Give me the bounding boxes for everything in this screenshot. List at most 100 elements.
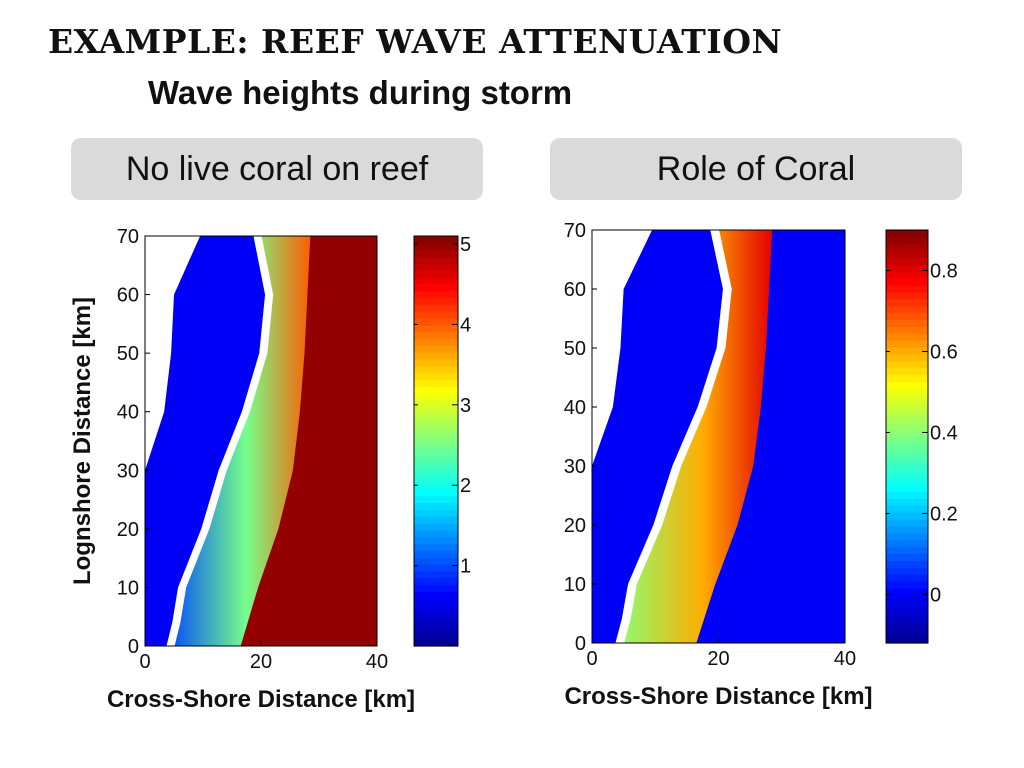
slide-subtitle: Wave heights during storm (148, 74, 573, 111)
colorbar-segment (886, 622, 928, 630)
key-island (615, 230, 732, 643)
colorbar-segment (414, 454, 458, 463)
y-tick-label: 50 (117, 343, 139, 365)
colorbar-segment (414, 482, 458, 490)
plot-frame (144, 235, 378, 647)
colorbar-segment (414, 495, 458, 504)
colorbar-segment (886, 512, 928, 520)
colorbar-segment (414, 488, 458, 497)
colorbar-segment (414, 523, 458, 531)
colorbar-segment (414, 277, 458, 285)
colorbar-segment (414, 249, 458, 258)
y-tick-label: 10 (117, 577, 139, 599)
colorbar-segment (886, 560, 928, 568)
colorbar-segment (414, 550, 458, 558)
colorbar-segment (886, 546, 928, 555)
panel-label-no-coral: No live coral on reef (71, 138, 483, 200)
colorbar-tick-label: 0.4 (930, 422, 958, 444)
colorbar-segment (886, 415, 928, 424)
offshore-field (145, 236, 377, 646)
colorbar-frame (885, 229, 929, 644)
colorbar-tick-label: 1 (460, 556, 471, 578)
colorbar-segment (414, 338, 458, 346)
colorbar-segment (414, 290, 458, 299)
colorbar-tick-label: 2 (460, 475, 471, 497)
y-tick-label: 0 (128, 636, 139, 658)
colorbar-segment (886, 271, 928, 279)
colorbar-segment (886, 574, 928, 582)
colorbar-segment (886, 615, 928, 623)
colorbar-segment (414, 331, 458, 340)
y-tick-label: 70 (564, 220, 586, 242)
colorbar-segment (886, 278, 928, 286)
colorbar-segment (886, 450, 928, 458)
colorbar-segment (414, 468, 458, 476)
colorbar-segment (414, 529, 458, 538)
colorbar-segment (886, 436, 928, 444)
x-tick-label: 0 (586, 648, 597, 670)
y-tick-label: 40 (117, 402, 139, 424)
colorbar-segment (886, 250, 928, 259)
y-tick-label: 0 (575, 633, 586, 655)
reef-flat-field (617, 230, 773, 643)
colorbar-segment (414, 543, 458, 551)
colorbar-segment (886, 477, 928, 486)
colorbar-segment (414, 283, 458, 292)
colorbar-segment (414, 434, 458, 442)
colorbar-segment (886, 408, 928, 417)
colorbar-segment (414, 413, 458, 422)
colorbar-segment (886, 587, 928, 596)
colorbar-segment (886, 629, 928, 637)
colorbar-segment (886, 608, 928, 617)
colorbar-segment (414, 639, 458, 647)
colorbar-segment (886, 457, 928, 465)
y-tick-label: 70 (117, 226, 139, 248)
colorbar-segment (886, 388, 928, 396)
colorbar-segment (886, 305, 928, 314)
x-tick-label: 0 (139, 651, 150, 673)
colorbar-tick-label: 3 (460, 395, 471, 417)
mainland-area (145, 236, 201, 646)
colorbar-segment (886, 553, 928, 561)
colorbar-segment (886, 333, 928, 341)
colorbar-segment (886, 532, 928, 541)
colorbar-segment (886, 402, 928, 410)
colorbar-segment (886, 429, 928, 438)
colorbar-segment (414, 536, 458, 545)
colorbar-segment (414, 509, 458, 517)
mainland-area (592, 230, 653, 643)
colorbar-segment (886, 285, 928, 293)
colorbar-segment (414, 365, 458, 374)
colorbar-segment (414, 345, 458, 353)
colorbar-segment (414, 564, 458, 572)
colorbar-segment (414, 304, 458, 312)
colorbar-segment (414, 420, 458, 428)
x-tick-label: 20 (250, 651, 272, 673)
y-tick-label: 30 (564, 456, 586, 478)
colorbar-segment (414, 297, 458, 305)
colorbar-segment (886, 519, 928, 527)
y-tick-label: 60 (117, 285, 139, 307)
colorbar-segment (886, 374, 928, 383)
colorbar-segment (414, 584, 458, 592)
lagoon-field (592, 230, 725, 643)
colorbar-segment (414, 236, 458, 244)
x-tick-label: 40 (834, 648, 856, 670)
y-tick-label: 30 (117, 460, 139, 482)
colorbar-tick-label: 4 (460, 314, 471, 336)
reef-flat-field (168, 236, 311, 646)
colorbar-segment (414, 618, 458, 627)
colorbar-segment (414, 324, 458, 333)
colorbar-segment (886, 443, 928, 451)
colorbar-segment (886, 264, 928, 272)
colorbar-segment (886, 525, 928, 534)
colorbar-segment (414, 379, 458, 387)
y-tick-label: 40 (564, 397, 586, 419)
colorbar-segment (886, 347, 928, 355)
colorbar-segment (414, 577, 458, 586)
colorbar-segment (414, 502, 458, 510)
y-tick-label: 60 (564, 279, 586, 301)
colorbar-segment (886, 381, 928, 389)
